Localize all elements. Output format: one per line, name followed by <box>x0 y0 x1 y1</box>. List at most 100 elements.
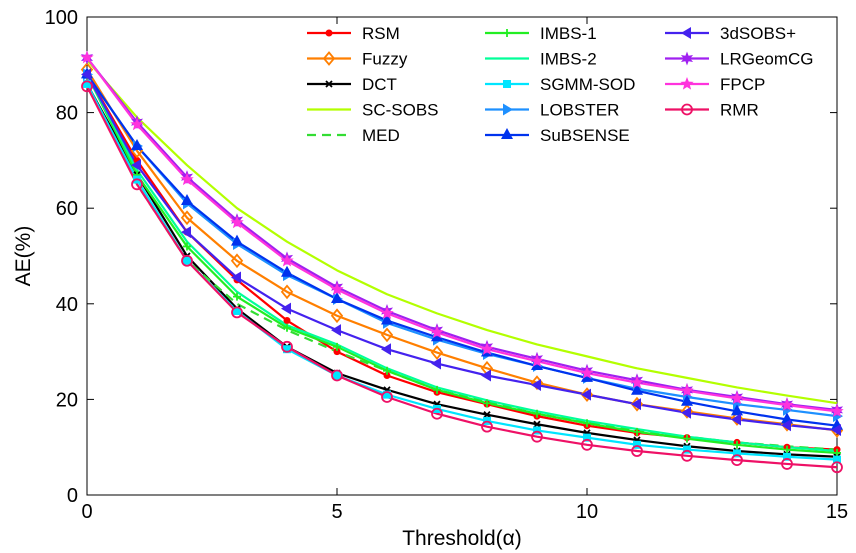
point-subsense <box>681 394 693 406</box>
point-rmr <box>781 458 793 470</box>
point-fpcp <box>630 375 644 389</box>
point-3dsobs- <box>181 226 191 239</box>
legend-marker-fpcp <box>680 77 694 90</box>
point-imbs-1 <box>483 399 491 408</box>
series-line-rmr <box>86 85 838 469</box>
point-fpcp <box>180 172 194 186</box>
point-sgmm-sod <box>283 345 291 354</box>
point-fpcp <box>280 253 294 267</box>
point-dct <box>483 411 491 419</box>
point-fpcp <box>430 325 444 339</box>
point-rmr <box>531 430 543 443</box>
legend-label-dct: DCT <box>362 75 397 94</box>
point-subsense <box>281 265 293 277</box>
point-subsense <box>381 313 393 325</box>
legend-label-lobster: LOBSTER <box>540 101 619 120</box>
point-fuzzy <box>180 210 194 226</box>
series-line-lobster <box>86 73 838 418</box>
y-axis-label: AE(%) <box>12 226 35 287</box>
point-rsm <box>383 372 391 379</box>
point-fpcp <box>780 398 794 411</box>
point-rsm <box>283 317 291 325</box>
point-rmr <box>81 80 93 93</box>
point-imbs-1 <box>183 242 191 251</box>
y-tick-label: 40 <box>56 294 78 316</box>
legend-label-imbs-2: IMBS-2 <box>540 50 597 69</box>
point-rmr <box>631 445 643 457</box>
point-imbs-1 <box>583 419 591 428</box>
point-3dsobs- <box>631 398 641 411</box>
legend-label-3dsobs-: 3dSOBS+ <box>720 24 796 43</box>
x-tick-label: 5 <box>331 501 342 523</box>
point-rmr <box>431 407 443 420</box>
point-3dsobs- <box>781 419 791 432</box>
point-3dsobs- <box>331 324 341 337</box>
point-rmr <box>581 438 593 451</box>
point-rsm <box>333 348 341 356</box>
point-imbs-1 <box>683 434 691 443</box>
legend-label-rmr: RMR <box>720 101 759 120</box>
point-imbs-1 <box>333 342 341 351</box>
point-rmr <box>281 340 293 353</box>
point-imbs-1 <box>833 448 841 457</box>
point-subsense <box>181 194 193 206</box>
series-lines <box>86 56 838 469</box>
x-tick-label: 10 <box>576 501 598 523</box>
point-3dsobs- <box>581 388 591 401</box>
point-rmr <box>181 254 193 267</box>
point-fpcp <box>730 391 744 405</box>
point-3dsobs- <box>531 379 541 392</box>
point-sgmm-sod <box>733 449 741 458</box>
series-line-fpcp <box>86 56 838 413</box>
point-imbs-1 <box>233 292 241 301</box>
axis-ticks: 0 5 10 15 0 20 40 60 80 100 <box>45 7 849 523</box>
point-fpcp <box>680 383 694 397</box>
legend-marker-fuzzy <box>322 51 336 66</box>
point-imbs-1 <box>633 427 641 436</box>
point-sgmm-sod <box>83 79 91 88</box>
series-line-imbs-1 <box>86 73 838 455</box>
legend-marker-sgmm-sod <box>503 80 511 88</box>
point-3dsobs- <box>831 423 841 436</box>
point-sgmm-sod <box>533 426 541 435</box>
point-fpcp <box>130 117 144 131</box>
point-rmr <box>131 178 143 191</box>
legend-label-sc-sobs: SC-SOBS <box>362 101 439 120</box>
point-fpcp <box>380 306 394 320</box>
point-sgmm-sod <box>583 433 591 442</box>
series-line-fuzzy <box>86 69 838 432</box>
point-3dsobs- <box>231 271 241 284</box>
point-3dsobs- <box>381 343 391 356</box>
legend-label-imbs-1: IMBS-1 <box>540 24 597 43</box>
y-tick-label: 20 <box>56 389 78 411</box>
point-rmr <box>681 449 693 462</box>
point-rmr <box>831 461 843 474</box>
point-3dsobs- <box>681 406 691 419</box>
series-line-dct <box>86 83 838 458</box>
series-line-3dsobs- <box>86 73 838 432</box>
legend-marker-dct <box>325 80 333 88</box>
point-dct <box>533 420 541 428</box>
series-line-sc-sobs <box>86 59 838 405</box>
point-fuzzy <box>430 345 444 360</box>
point-subsense <box>231 234 243 246</box>
point-fpcp <box>330 282 344 296</box>
point-imbs-1 <box>783 445 791 454</box>
point-imbs-1 <box>733 440 741 449</box>
point-rmr <box>381 391 393 403</box>
point-fpcp <box>830 404 844 418</box>
point-imbs-1 <box>433 385 441 394</box>
legend-label-fpcp: FPCP <box>720 75 765 94</box>
plot-area <box>86 16 838 496</box>
y-tick-label: 80 <box>56 103 78 125</box>
point-sgmm-sod <box>183 256 191 265</box>
legend: RSM Fuzzy DCT SC-SOBS MED IMBS-1 IMBS-2 SGMM-SO… <box>307 24 814 145</box>
legend-label-rsm: RSM <box>362 24 400 43</box>
point-imbs-1 <box>383 366 391 375</box>
series-markers <box>80 50 844 474</box>
point-rmr <box>481 420 493 433</box>
point-fpcp <box>480 342 494 355</box>
x-axis-label: Threshold(α) <box>402 527 522 550</box>
legend-label-subsense: SuBSENSE <box>540 126 630 145</box>
